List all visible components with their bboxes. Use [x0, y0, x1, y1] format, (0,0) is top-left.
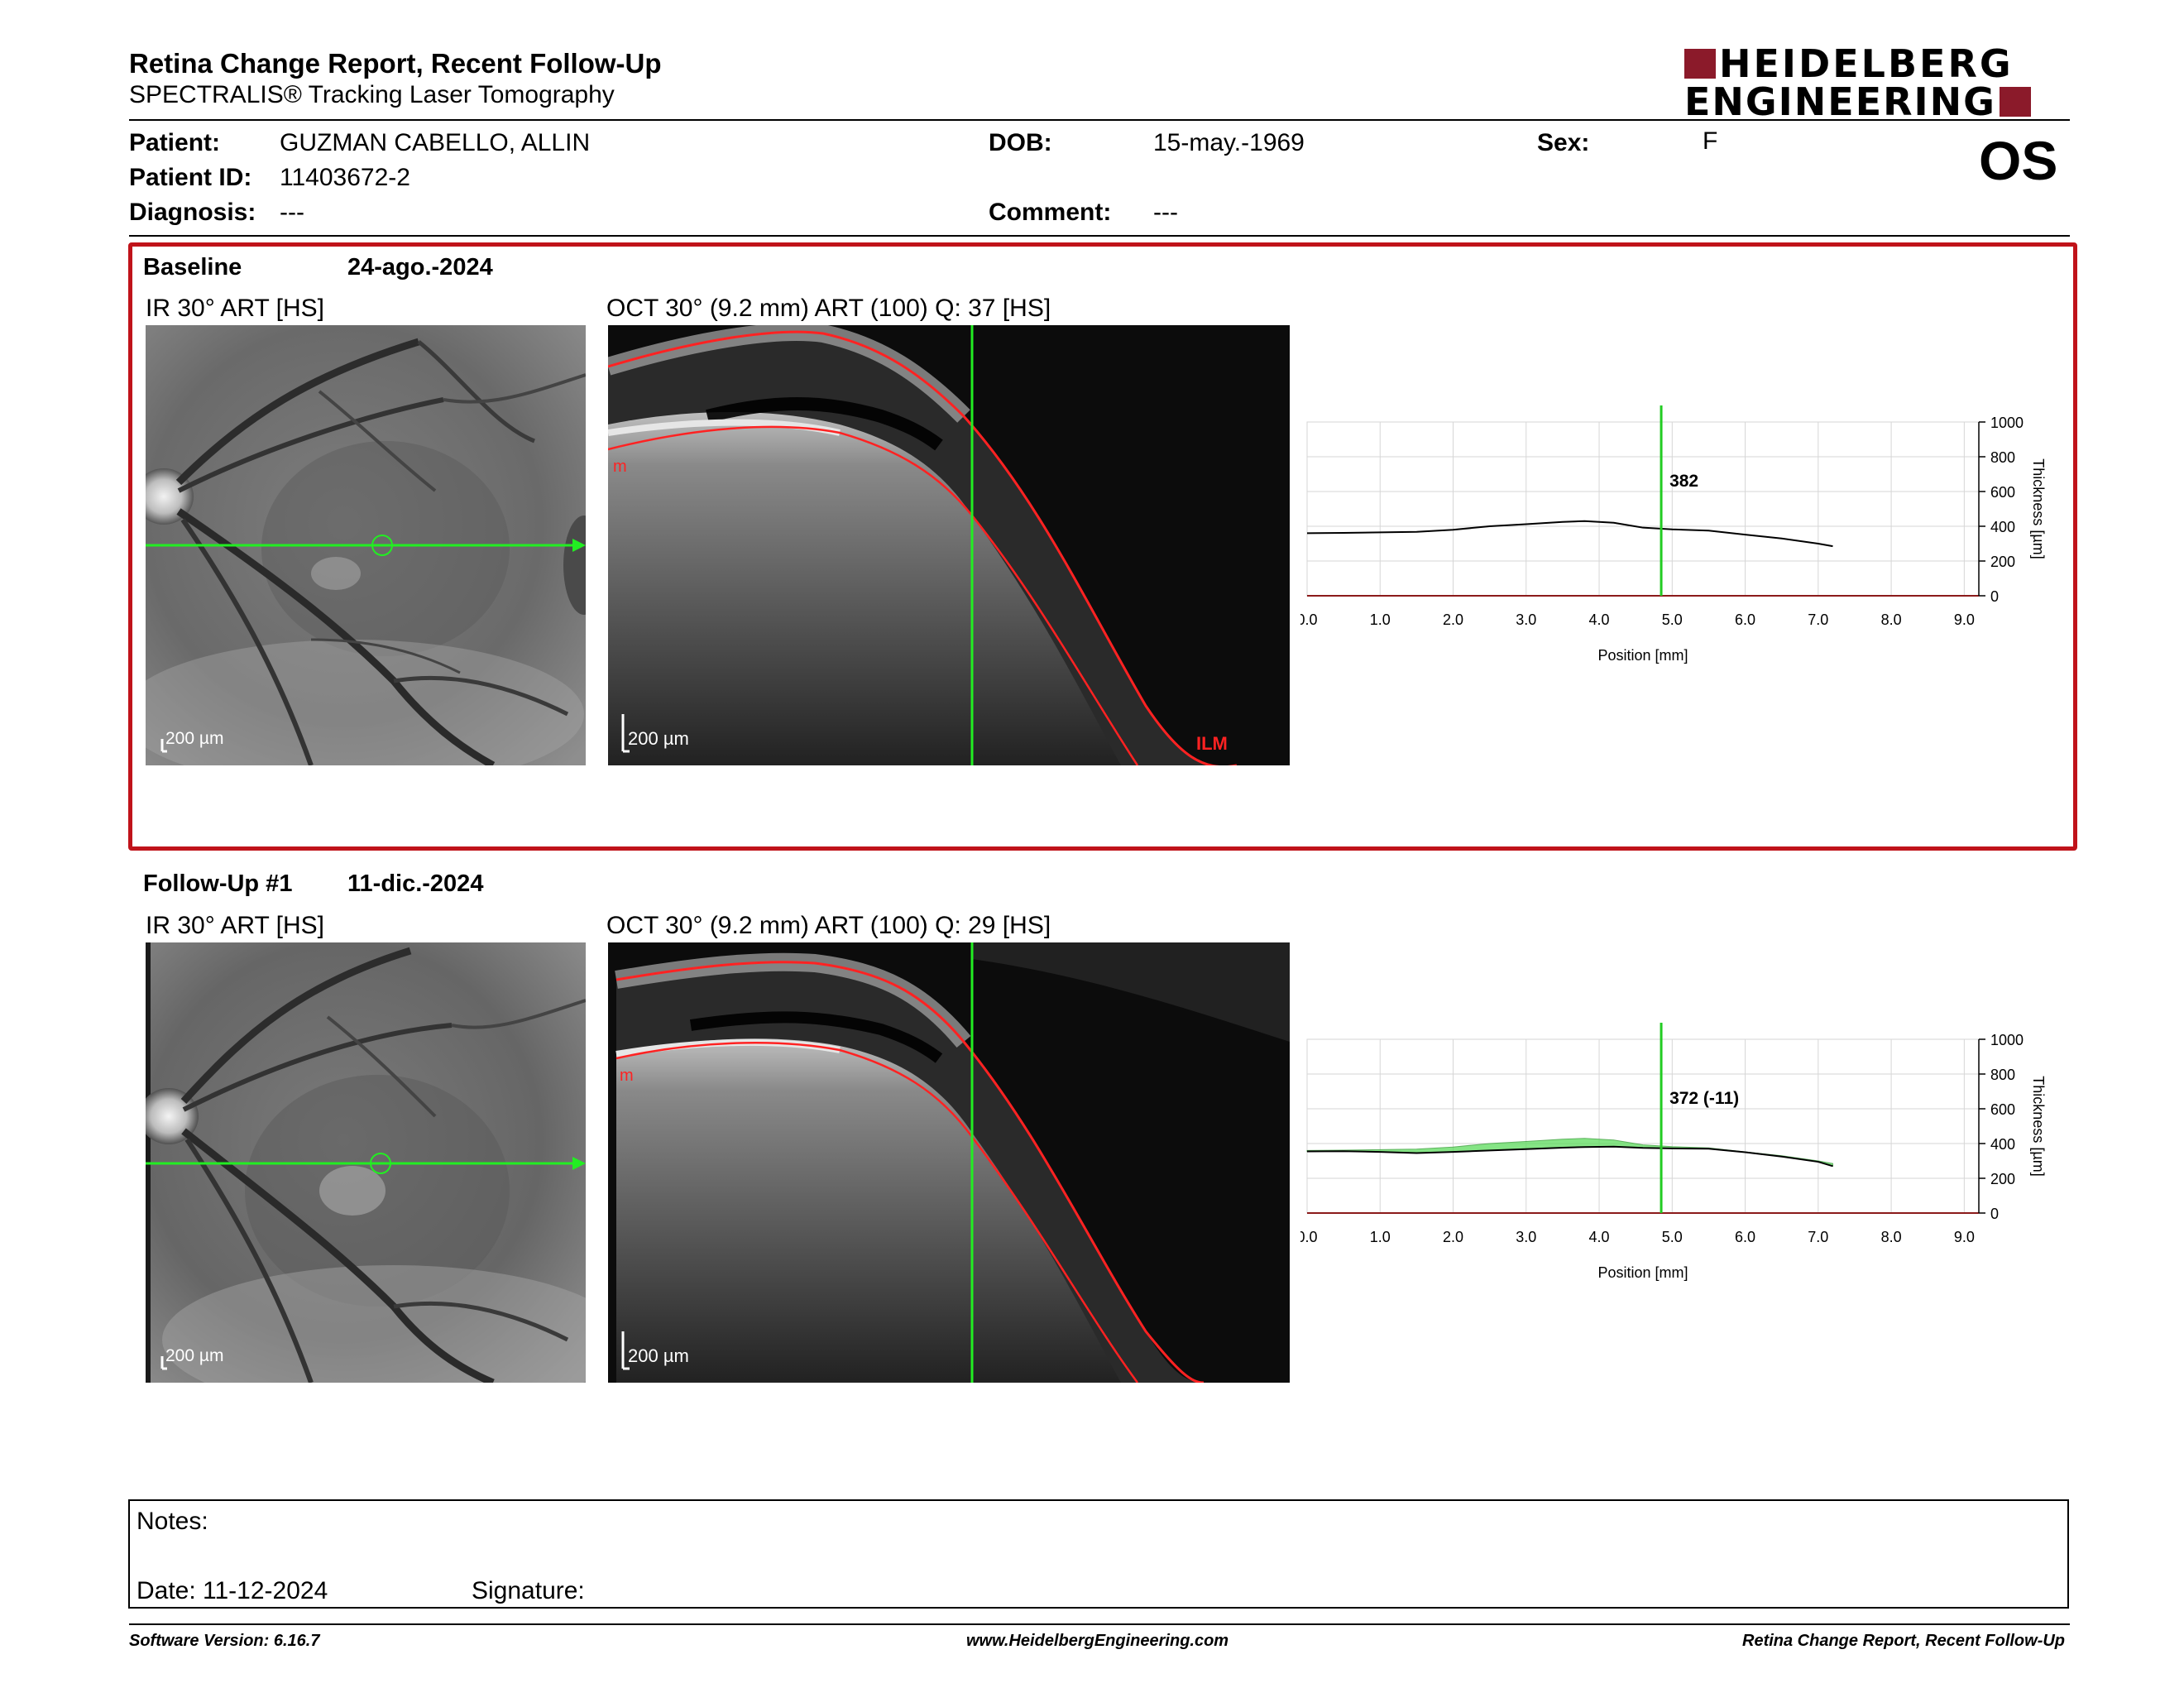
x-tick-label: 1.0: [1370, 611, 1391, 628]
y-axis-label: Thickness [µm]: [2030, 458, 2047, 559]
followup-label: Follow-Up #1: [143, 870, 293, 897]
cursor-value-label: 382: [1669, 472, 1698, 491]
followup-ir-image[interactable]: 200 µm: [146, 942, 586, 1383]
sex-value: F: [1703, 127, 1718, 155]
header-rule: [129, 119, 2070, 121]
x-tick-label: 7.0: [1808, 611, 1828, 628]
x-tick-label: 7.0: [1808, 1229, 1828, 1245]
dob-label: DOB:: [989, 129, 1052, 156]
eye-indicator: OS: [1979, 130, 2058, 191]
followup-oct-title: OCT 30° (9.2 mm) ART (100) Q: 29 [HS]: [606, 912, 1051, 939]
y-tick-label: 800: [1990, 449, 2015, 466]
plot-area: [1306, 1038, 1980, 1214]
x-tick-label: 5.0: [1662, 1229, 1683, 1245]
baseline-ir-scale: 200 µm: [165, 729, 224, 748]
x-axis-label: Position [mm]: [1597, 1264, 1688, 1281]
cursor-value-label: 372 (-11): [1669, 1089, 1739, 1108]
notes-label: Notes:: [136, 1508, 208, 1535]
y-tick-label: 200: [1990, 1171, 2015, 1187]
baseline-ir-title: IR 30° ART [HS]: [146, 295, 324, 322]
dob-value: 15-may.-1969: [1153, 129, 1305, 156]
baseline-oct-image[interactable]: m 200 µm ILM: [608, 325, 1290, 765]
diagnosis-label: Diagnosis:: [129, 199, 256, 226]
x-tick-label: 0.0: [1300, 1229, 1318, 1245]
comment-value: ---: [1153, 199, 1178, 226]
x-tick-label: 4.0: [1589, 611, 1610, 628]
followup-oct-marker: m: [620, 1067, 634, 1085]
followup-oct-scale: 200 µm: [628, 1345, 689, 1366]
x-tick-label: 8.0: [1881, 1229, 1902, 1245]
y-tick-label: 600: [1990, 484, 2015, 501]
x-tick-label: 1.0: [1370, 1229, 1391, 1245]
patient-id: 11403672-2: [280, 164, 410, 191]
x-tick-label: 2.0: [1443, 611, 1463, 628]
x-tick-label: 4.0: [1589, 1229, 1610, 1245]
followup-thickness-chart: 0 200 400 600 800 1000 0.0 1.0 2.0 3.0 4.0 5.0 6.0 7.…: [1300, 1023, 2095, 1304]
y-tick-label: 0: [1990, 588, 1999, 605]
patient-label: Patient:: [129, 129, 221, 156]
baseline-oct-title: OCT 30° (9.2 mm) ART (100) Q: 37 [HS]: [606, 295, 1051, 322]
brand-logo: HEIDELBERG ENGINEERING: [1684, 41, 2065, 124]
report-subtitle: SPECTRALIS® Tracking Laser Tomography: [129, 81, 615, 108]
y-tick-label: 400: [1990, 519, 2015, 535]
logo-line-1: HEIDELBERG: [1719, 41, 2014, 86]
x-tick-label: 6.0: [1735, 611, 1755, 628]
comment-label: Comment:: [989, 199, 1112, 226]
x-tick-label: 8.0: [1881, 611, 1902, 628]
x-tick-label: 9.0: [1954, 1229, 1975, 1245]
x-tick-label: 3.0: [1516, 1229, 1536, 1245]
baseline-oct-marker: m: [613, 458, 627, 476]
baseline-oct-scale: 200 µm: [628, 728, 689, 749]
patient-name: GUZMAN CABELLO, ALLIN: [280, 129, 591, 156]
signature-label: Signature:: [472, 1577, 585, 1604]
logo-square-bottom: [1999, 87, 2031, 117]
logo-square-top: [1684, 49, 1716, 79]
x-tick-label: 2.0: [1443, 1229, 1463, 1245]
footer-website[interactable]: www.HeidelbergEngineering.com: [966, 1632, 1229, 1650]
y-tick-label: 400: [1990, 1136, 2015, 1153]
followup-date: 11-dic.-2024: [347, 870, 484, 897]
x-axis-label: Position [mm]: [1597, 647, 1688, 664]
notes-box[interactable]: [128, 1499, 2069, 1609]
footer-rule: [129, 1623, 2070, 1625]
followup-ir-title: IR 30° ART [HS]: [146, 912, 324, 939]
baseline-thickness-chart: 0 200 400 600 800 1000 0.0 1.0 2.0 3.0 4.0 5.0 6.0 7.…: [1300, 405, 2095, 687]
followup-oct-image[interactable]: m 200 µm: [608, 942, 1290, 1383]
baseline-highlight-box: [128, 242, 2077, 851]
y-tick-label: 800: [1990, 1067, 2015, 1083]
x-tick-label: 3.0: [1516, 611, 1536, 628]
plot-area: [1306, 421, 1980, 597]
baseline-date: 24-ago.-2024: [347, 254, 493, 281]
footer-software-version: Software Version: 6.16.7: [129, 1632, 320, 1650]
baseline-thickness-line: [1306, 520, 1833, 548]
y-tick-label: 0: [1990, 1206, 1999, 1222]
patient-id-label: Patient ID:: [129, 164, 252, 191]
notes-date: Date: 11-12-2024: [136, 1577, 328, 1604]
footer-report-name: Retina Change Report, Recent Follow-Up: [1742, 1632, 2066, 1650]
diagnosis-value: ---: [280, 199, 304, 226]
y-tick-label: 1000: [1990, 415, 2024, 431]
x-tick-label: 9.0: [1954, 611, 1975, 628]
baseline-ir-image[interactable]: 200 µm: [146, 325, 586, 765]
y-tick-label: 200: [1990, 554, 2015, 570]
logo-line-2: ENGINEERING: [1684, 79, 1996, 124]
followup-thickness-line: [1306, 1145, 1833, 1168]
baseline-ilm-label: ILM: [1196, 733, 1228, 754]
followup-ir-scale: 200 µm: [165, 1346, 224, 1365]
report-title: Retina Change Report, Recent Follow-Up: [129, 48, 662, 79]
x-tick-label: 0.0: [1300, 611, 1318, 628]
sex-label: Sex:: [1537, 129, 1590, 156]
baseline-label: Baseline: [143, 254, 242, 281]
y-tick-label: 1000: [1990, 1032, 2024, 1048]
x-tick-label: 6.0: [1735, 1229, 1755, 1245]
y-axis-label: Thickness [µm]: [2030, 1076, 2047, 1176]
x-tick-label: 5.0: [1662, 611, 1683, 628]
y-tick-label: 600: [1990, 1101, 2015, 1118]
patient-rule: [129, 235, 2070, 237]
